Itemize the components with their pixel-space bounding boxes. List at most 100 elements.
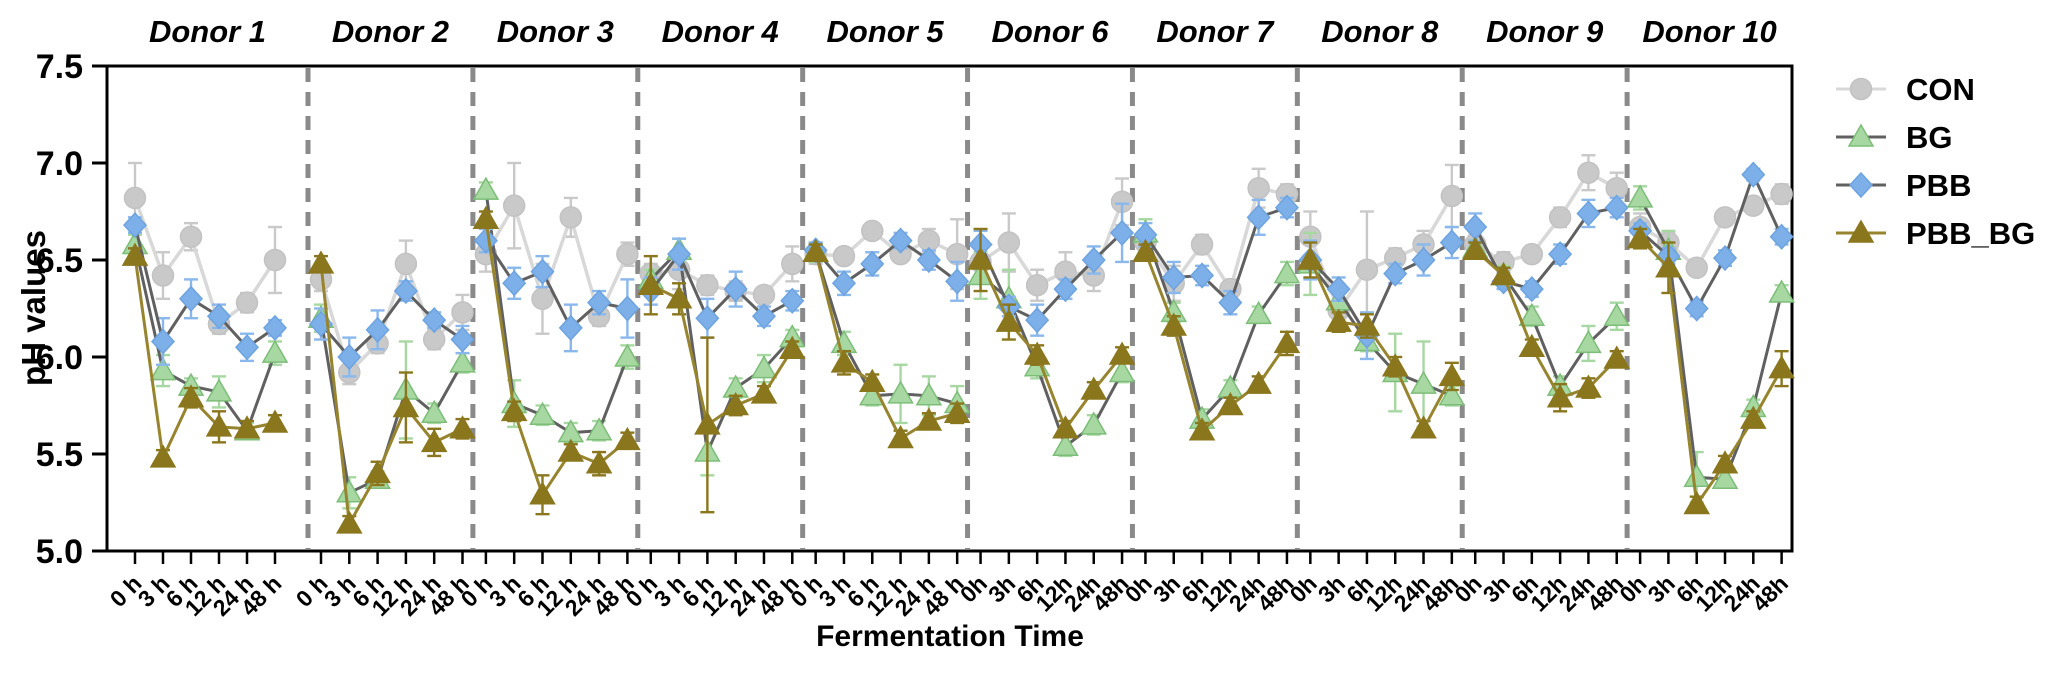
data-point-marker <box>861 219 884 243</box>
data-point-marker <box>177 384 205 408</box>
data-point-marker <box>1080 376 1108 400</box>
legend-label: PBB_BG <box>1906 216 2035 251</box>
data-point-marker <box>1190 262 1215 289</box>
data-point-marker <box>205 378 233 402</box>
data-point-marker <box>502 194 526 217</box>
data-point-marker <box>1190 233 1214 256</box>
data-point-marker <box>802 238 829 262</box>
data-point-marker <box>1604 194 1629 221</box>
data-point-marker <box>1132 238 1159 262</box>
series-line <box>979 259 1124 432</box>
data-point-marker <box>235 291 259 314</box>
data-point-marker <box>1218 289 1243 316</box>
data-point-marker <box>529 401 556 425</box>
data-point-marker <box>614 343 641 367</box>
data-point-marker <box>667 241 692 268</box>
data-point-marker <box>830 349 858 373</box>
data-point-marker <box>451 301 474 324</box>
data-point-marker <box>832 244 856 268</box>
data-point-marker <box>336 510 363 534</box>
data-point-marker <box>1355 258 1379 281</box>
data-point-marker <box>1685 256 1708 280</box>
panel-title: Donor 2 <box>332 14 449 49</box>
y-tick-label: 6.5 <box>36 242 83 280</box>
data-point-marker <box>1576 200 1601 227</box>
data-point-marker <box>780 287 805 314</box>
data-point-marker <box>206 303 232 330</box>
data-point-marker <box>449 415 476 439</box>
data-point-marker <box>1575 329 1602 354</box>
data-point-marker <box>887 380 914 404</box>
data-point-marker <box>1626 225 1654 249</box>
data-point-marker <box>1025 273 1049 297</box>
data-point-marker <box>1741 161 1766 188</box>
data-point-marker <box>858 368 886 392</box>
y-tick-label: 7.5 <box>36 48 83 86</box>
data-point-marker <box>1438 382 1466 406</box>
data-point-marker <box>1577 161 1600 184</box>
y-tick-label: 6.0 <box>36 339 83 377</box>
data-point-marker <box>1769 223 1794 250</box>
data-point-marker <box>585 417 613 441</box>
plot-frame <box>105 64 1794 553</box>
data-point-marker <box>1712 244 1738 272</box>
data-point-marker <box>1273 329 1301 354</box>
data-point-marker <box>616 242 639 266</box>
data-point-marker <box>1245 300 1272 325</box>
panel-title: Donor 7 <box>1156 14 1275 49</box>
data-point-marker <box>261 339 289 363</box>
data-point-marker <box>337 343 362 371</box>
data-point-marker <box>531 287 554 311</box>
data-point-marker <box>1217 391 1244 416</box>
data-point-marker <box>394 252 418 276</box>
data-point-marker <box>149 357 177 381</box>
data-point-marker <box>234 334 260 361</box>
data-point-marker <box>558 314 583 342</box>
data-point-marker <box>722 391 749 416</box>
data-point-marker <box>1518 302 1546 327</box>
data-point-marker <box>1410 415 1437 439</box>
data-point-marker <box>750 380 778 404</box>
data-point-marker <box>916 246 941 274</box>
data-point-marker <box>694 411 721 435</box>
data-point-marker <box>1655 254 1682 278</box>
data-point-marker <box>1439 229 1464 256</box>
data-point-marker <box>261 409 289 433</box>
data-point-marker <box>1108 341 1136 365</box>
data-point-marker <box>262 314 288 342</box>
data-point-marker <box>1518 333 1546 358</box>
legend-marker <box>1849 77 1873 101</box>
data-point-marker <box>1770 182 1793 206</box>
data-point-marker <box>365 316 390 343</box>
data-point-marker <box>473 227 498 254</box>
data-point-marker <box>1438 362 1466 387</box>
data-point-marker <box>420 428 448 453</box>
data-point-marker <box>422 307 447 334</box>
data-point-marker <box>530 258 555 285</box>
data-point-marker <box>587 289 612 316</box>
series-line <box>1144 232 1289 423</box>
data-point-marker <box>695 305 720 332</box>
data-point-marker <box>1740 405 1767 429</box>
data-point-marker <box>559 206 583 229</box>
legend-marker <box>1847 123 1875 147</box>
data-point-marker <box>1683 490 1711 515</box>
data-point-marker <box>1273 260 1301 284</box>
data-point-marker <box>392 393 420 418</box>
panel-title: Donor 9 <box>1486 14 1604 49</box>
data-point-marker <box>472 205 500 230</box>
x-tick-label: 48h <box>1747 570 1793 616</box>
data-point-marker <box>614 426 641 451</box>
series-line <box>1144 251 1289 434</box>
data-point-marker <box>1053 275 1078 303</box>
data-point-marker <box>1440 184 1464 208</box>
y-tick-label: 7.0 <box>36 145 83 183</box>
data-point-marker <box>420 399 448 424</box>
legend-label: BG <box>1906 120 1953 155</box>
data-point-marker <box>1246 204 1271 231</box>
data-point-marker <box>1461 236 1489 261</box>
data-point-marker <box>1188 417 1216 441</box>
panel-title: Donor 5 <box>827 14 945 49</box>
